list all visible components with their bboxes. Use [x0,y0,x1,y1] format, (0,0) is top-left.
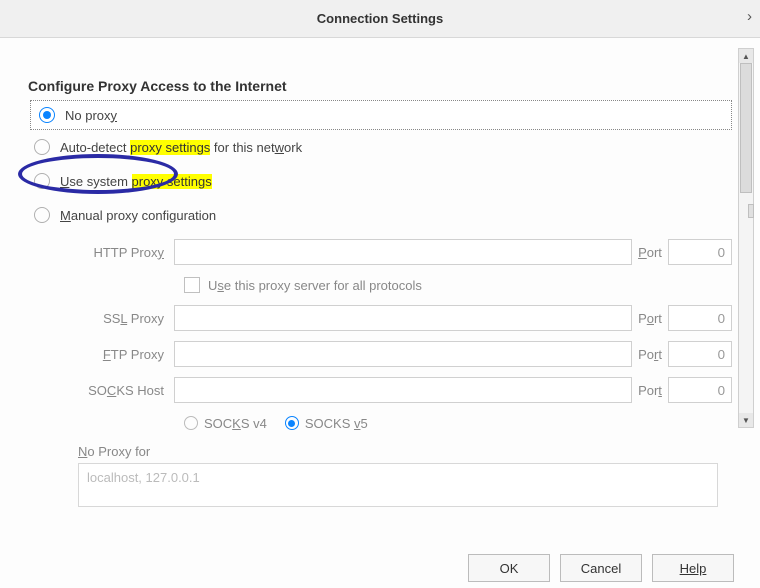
radio-label-auto-detect: Auto-detect proxy settings for this netw… [60,140,302,155]
input-ssl-port[interactable] [668,305,732,331]
no-proxy-for-section: No Proxy for localhost, 127.0.0.1 [78,444,732,507]
dialog-button-row: OK Cancel Help [468,554,734,582]
window-title: Connection Settings [317,11,443,26]
row-ssl-proxy: SSL Proxy Port [78,300,732,336]
label-no-proxy-for: No Proxy for [78,444,732,459]
radio-label-no-proxy: No proxy [65,108,117,123]
label-socks-port: Port [632,383,668,398]
scroll-thumb[interactable] [740,63,752,193]
radio-row-use-system: Use system proxy settings [34,164,732,198]
label-socks-v4: SOCKS v4 [204,416,267,431]
row-socks-host: SOCKS Host Port [78,372,732,408]
label-use-all-protocols: Use this proxy server for all protocols [208,278,422,293]
label-ftp-port: Port [632,347,668,362]
radio-socks-v5[interactable] [285,416,299,430]
radio-no-proxy[interactable] [39,107,55,123]
textarea-no-proxy-for[interactable]: localhost, 127.0.0.1 [78,463,718,507]
radio-socks-v4[interactable] [184,416,198,430]
radio-label-use-system: Use system proxy settings [60,174,212,189]
row-use-all-protocols: Use this proxy server for all protocols [184,270,732,300]
input-socks-port[interactable] [668,377,732,403]
checkbox-use-all-protocols[interactable] [184,277,200,293]
radio-label-manual: Manual proxy configuration [60,208,216,223]
radio-row-manual: Manual proxy configuration [34,198,732,232]
proxy-fields-group: HTTP Proxy Port Use this proxy server fo… [78,234,732,438]
input-ftp-proxy[interactable] [174,341,632,367]
label-socks-host: SOCKS Host [78,383,174,398]
close-icon[interactable]: › [747,8,752,25]
label-socks-v5: SOCKS v5 [305,416,368,431]
radio-use-system[interactable] [34,173,50,189]
label-ssl-port: Port [632,311,668,326]
radio-row-no-proxy-frame: No proxy [30,100,732,130]
input-ssl-proxy[interactable] [174,305,632,331]
label-ssl-proxy: SSL Proxy [78,311,174,326]
scroll-up-arrow-icon[interactable]: ▲ [739,49,753,63]
row-socks-version: SOCKS v4 SOCKS v5 [184,408,732,438]
section-heading: Configure Proxy Access to the Internet [28,78,732,94]
content-area: Configure Proxy Access to the Internet N… [0,38,760,542]
input-http-port[interactable] [668,239,732,265]
title-bar: Connection Settings › [0,0,760,38]
help-button[interactable]: Help [652,554,734,582]
vertical-scrollbar[interactable]: ▲ ▼ [738,48,754,428]
label-http-proxy: HTTP Proxy [78,245,174,260]
input-http-proxy[interactable] [174,239,632,265]
input-socks-host[interactable] [174,377,632,403]
radio-row-auto-detect: Auto-detect proxy settings for this netw… [34,130,732,164]
ok-button[interactable]: OK [468,554,550,582]
row-http-proxy: HTTP Proxy Port [78,234,732,270]
radio-manual[interactable] [34,207,50,223]
scroll-marker [748,204,754,218]
label-http-port: Port [632,245,668,260]
scroll-down-arrow-icon[interactable]: ▼ [739,413,753,427]
label-ftp-proxy: FTP Proxy [78,347,174,362]
input-ftp-port[interactable] [668,341,732,367]
row-ftp-proxy: FTP Proxy Port [78,336,732,372]
radio-auto-detect[interactable] [34,139,50,155]
cancel-button[interactable]: Cancel [560,554,642,582]
